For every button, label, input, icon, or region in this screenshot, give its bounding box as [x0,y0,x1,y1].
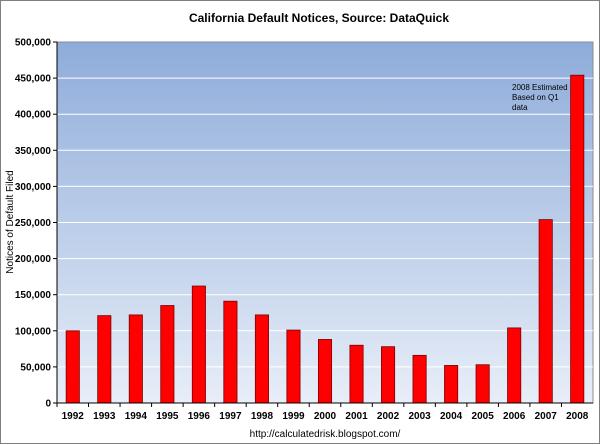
x-tick-label: 1992 [62,411,85,422]
x-tick-label: 1996 [188,411,211,422]
bar-1998 [254,314,269,404]
bar-1995 [160,305,175,404]
bar-2007 [538,219,553,404]
bar-1993 [97,315,112,404]
x-tick-label: 1997 [219,411,242,422]
x-tick-label: 2007 [535,411,558,422]
x-tick-label: 2002 [377,411,400,422]
y-tick-label: 100,000 [15,326,52,337]
bar-1994 [128,314,143,404]
bar-2004 [444,365,459,404]
gridlines [57,77,593,368]
annotation-line: 2008 Estimated [512,83,568,92]
annotation-line: Based on Q1 [512,93,559,102]
x-tick-label: 2004 [440,411,463,422]
y-tick-label: 0 [45,399,51,410]
x-tick-label: 2001 [345,411,368,422]
y-tick-label: 50,000 [20,362,51,373]
bar-1997 [223,300,238,404]
chart-title: California Default Notices, Source: Data… [189,11,449,25]
x-axis-ticks: 1992 1993 1994 1995 1996 1997 1998 1999 2000 2001… [56,403,589,422]
y-tick-label: 150,000 [15,290,52,301]
bar-1999 [286,329,301,404]
bar-2006 [507,327,522,404]
bar-1992 [65,330,80,404]
bars [65,74,585,404]
x-tick-label: 2008 [566,411,589,422]
y-tick-label: 200,000 [15,254,52,265]
y-tick-label: 450,000 [15,74,52,85]
x-tick-label: 1998 [251,411,274,422]
x-tick-label: 2003 [408,411,431,422]
y-tick-label: 500,000 [15,38,52,49]
bar-1996 [191,285,206,404]
source-url: http://calculatedrisk.blogspot.com/ [250,429,401,440]
y-tick-label: 350,000 [15,146,52,157]
bar-2005 [475,364,490,404]
y-tick-label: 300,000 [15,182,52,193]
x-tick-label: 1994 [125,411,148,422]
bar-2000 [317,339,333,404]
y-tick-label: 250,000 [15,218,52,229]
x-tick-label: 2000 [314,411,337,422]
y-tick-label: 400,000 [15,110,52,121]
y-axis-label: Notices of Default Filed [5,170,16,273]
bar-2008 [570,74,585,404]
bar-2001 [349,344,364,404]
y-axis-ticks: 0 50,000 100,000 150,000 200,000 250,000 300,0… [15,38,57,410]
x-tick-label: 1999 [282,411,305,422]
x-tick-label: 2006 [503,411,526,422]
annotation-line: data [512,103,528,112]
bar-2003 [412,354,427,404]
x-tick-label: 1993 [93,411,116,422]
bar-2002 [381,346,396,404]
annotation: 2008 Estimated Based on Q1 data [512,83,568,112]
x-tick-label: 1995 [156,411,179,422]
x-tick-label: 2005 [472,411,495,422]
